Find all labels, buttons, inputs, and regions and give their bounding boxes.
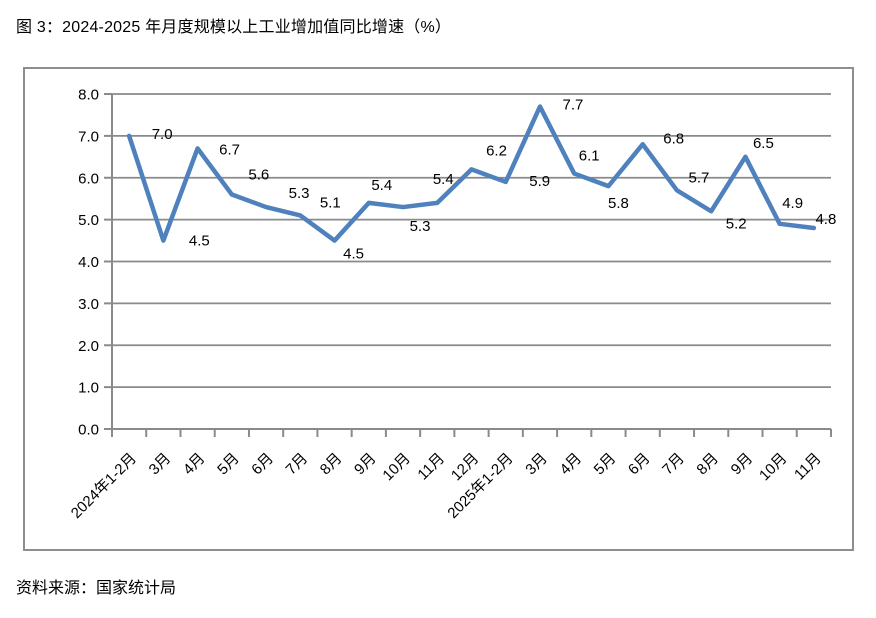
data-point-label: 5.8	[608, 195, 629, 212]
x-category-label: 6月	[248, 450, 277, 479]
data-point-label: 6.5	[753, 135, 774, 152]
x-category-label: 10月	[379, 450, 413, 484]
y-tick-label: 3.0	[78, 296, 99, 313]
figure-title: 图 3：2024-2025 年月度规模以上工业增加值同比增速（%）	[16, 19, 452, 36]
y-tick-label: 8.0	[78, 87, 99, 104]
x-category-label: 7月	[283, 450, 312, 479]
x-category-label: 7月	[659, 450, 688, 479]
data-point-label: 5.3	[410, 218, 431, 235]
data-point-label: 5.7	[688, 169, 709, 186]
x-category-label: 5月	[214, 450, 243, 479]
x-category-label: 8月	[693, 450, 722, 479]
x-category-label: 4月	[180, 450, 209, 479]
data-point-label: 6.1	[579, 148, 600, 165]
y-tick-label: 5.0	[78, 212, 99, 229]
source-note: 资料来源：国家统计局	[16, 580, 177, 597]
x-category-label: 4月	[557, 450, 586, 479]
x-category-label: 8月	[317, 450, 346, 479]
x-category-label: 9月	[728, 450, 757, 479]
y-tick-label: 7.0	[78, 128, 99, 145]
data-point-label: 7.7	[563, 97, 584, 114]
y-tick-label: 1.0	[78, 380, 99, 397]
x-category-label: 2024年1-2月	[68, 450, 140, 522]
x-category-label: 3月	[146, 450, 175, 479]
data-point-label: 7.0	[152, 126, 173, 143]
data-point-label: 5.2	[726, 215, 747, 232]
data-point-label: 6.2	[486, 142, 507, 159]
y-tick-label: 2.0	[78, 338, 99, 355]
data-point-label: 5.4	[371, 177, 392, 194]
x-category-label: 11月	[791, 450, 825, 484]
industrial-growth-chart: 0.0 1.0 2.0 3.0 4.0 5.0 6.0 7.0 8.0 2024年1-2月 3月 4月…	[23, 67, 854, 551]
y-tick-label: 6.0	[78, 170, 99, 187]
x-category-label: 5月	[591, 450, 620, 479]
data-point-label: 5.1	[320, 194, 341, 211]
data-point-label: 4.5	[189, 233, 210, 250]
y-tick-label: 4.0	[78, 254, 99, 271]
data-point-label: 5.4	[433, 171, 454, 188]
x-category-label: 6月	[625, 450, 654, 479]
x-category-label: 10月	[756, 450, 790, 484]
data-point-label: 4.5	[343, 246, 364, 263]
x-category-label: 11月	[414, 450, 448, 484]
growth-line-series	[126, 104, 817, 243]
data-point-label: 4.9	[782, 195, 803, 212]
data-point-label: 5.3	[289, 185, 310, 202]
data-point-label: 5.9	[529, 173, 550, 190]
y-tick-label: 0.0	[78, 422, 99, 439]
data-point-label: 6.7	[219, 141, 240, 158]
data-point-label: 5.6	[248, 167, 269, 184]
data-point-label: 4.8	[815, 211, 836, 228]
data-point-label: 6.8	[663, 130, 684, 147]
x-category-label: 9月	[351, 450, 380, 479]
x-category-label: 3月	[522, 450, 551, 479]
